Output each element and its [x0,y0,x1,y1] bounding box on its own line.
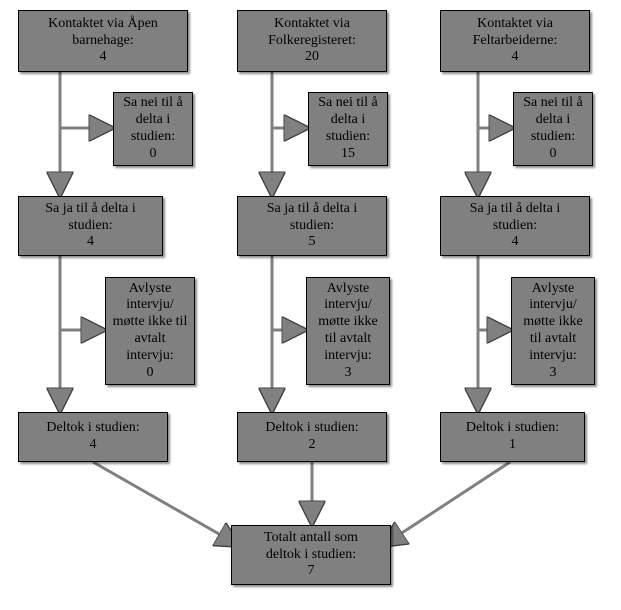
node-c1_avl: Avlysteintervju/møtte ikke tilavtaltinte… [105,277,195,385]
node-text: Feltarbeiderne: [473,33,558,50]
node-text: 4 [512,49,519,66]
node-text: intervju/ [126,297,173,314]
node-text: 0 [150,146,157,163]
node-c1_top: Kontaktet via Åpenbarnehage:4 [18,10,188,72]
node-text: 4 [100,49,107,66]
node-text: intervju/ [529,297,576,314]
node-text: intervju: [324,348,371,365]
node-text: Sa ja til å delta i [470,201,561,218]
node-text: møtte ikke [523,314,583,331]
node-text: Deltok i studien: [265,420,358,437]
node-text: Deltok i studien: [466,420,559,437]
node-text: Kontaktet via [274,16,350,33]
node-text: intervju: [126,348,173,365]
node-text: Totalt antall som [264,530,358,547]
node-c1_ja: Sa ja til å delta istudien:4 [18,196,163,256]
node-text: 4 [90,437,97,454]
node-c1_nei: Sa nei til ådelta istudien:0 [113,92,193,166]
node-text: 7 [308,563,315,580]
node-text: studien: [493,218,537,235]
node-c3_ja: Sa ja til å delta istudien:4 [440,196,590,256]
node-text: Sa ja til å delta i [45,201,136,218]
edge-12 [93,462,240,546]
node-text: Kontaktet via Åpen [48,16,158,33]
node-text: 4 [87,234,94,251]
node-c3_top: Kontaktet viaFeltarbeiderne:4 [440,10,590,72]
node-c2_del: Deltok i studien:2 [237,412,387,462]
node-text: til avtalt [325,331,371,348]
node-text: møtte ikke til [113,314,188,331]
node-text: 15 [341,146,355,163]
node-text: delta i [536,112,571,129]
node-text: barnehage: [72,33,133,50]
node-text: studien: [326,129,370,146]
node-text: Kontaktet via [477,16,553,33]
node-text: 0 [147,365,154,382]
node-text: Deltok i studien: [46,420,139,437]
node-text: deltok i studien: [266,547,356,564]
node-text: Sa ja til å delta i [267,201,358,218]
node-text: 2 [309,437,316,454]
node-text: Sa nei til å [318,95,378,112]
node-text: intervju: [529,348,576,365]
node-text: studien: [131,129,175,146]
node-text: intervju/ [324,297,371,314]
node-text: Avlyste [129,281,172,298]
node-text: delta i [331,112,366,129]
node-c2_ja: Sa ja til å delta istudien:5 [237,196,387,256]
node-text: studien: [531,129,575,146]
node-text: 4 [512,234,519,251]
node-c1_del: Deltok i studien:4 [18,412,168,462]
node-text: 3 [550,365,557,382]
node-text: Avlyste [532,281,575,298]
node-c3_del: Deltok i studien:1 [440,412,585,462]
node-text: 3 [345,365,352,382]
node-text: til avtalt [530,331,576,348]
node-c2_top: Kontaktet viaFolkeregisteret:20 [237,10,387,72]
node-c2_avl: Avlysteintervju/møtte ikketil avtaltinte… [306,277,390,385]
node-total: Totalt antall somdeltok i studien:7 [231,525,391,585]
node-text: Sa nei til å [123,95,183,112]
node-c3_nei: Sa nei til ådelta istudien:0 [513,92,593,166]
node-text: Folkeregisteret: [268,33,356,50]
node-c2_nei: Sa nei til ådelta istudien:15 [308,92,388,166]
node-text: Avlyste [327,281,370,298]
node-text: studien: [290,218,334,235]
node-text: 1 [509,437,516,454]
node-text: møtte ikke [318,314,378,331]
node-text: 20 [305,49,319,66]
node-text: 0 [550,146,557,163]
node-text: delta i [136,112,171,129]
node-text: Sa nei til å [523,95,583,112]
node-text: avtalt [134,331,165,348]
node-c3_avl: Avlysteintervju/møtte ikketil avtaltinte… [511,277,595,385]
edge-14 [382,462,510,546]
node-text: 5 [309,234,316,251]
node-text: studien: [68,218,112,235]
